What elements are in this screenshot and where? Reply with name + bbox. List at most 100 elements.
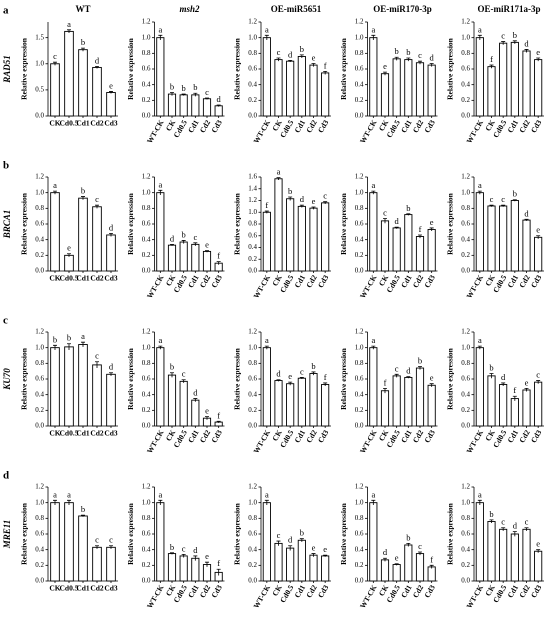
significance-letter: e <box>383 61 387 71</box>
panel-letter: b <box>3 160 9 172</box>
bar <box>262 347 271 427</box>
x-tick-label: CK <box>49 429 60 438</box>
y-tick-label: 0.8 <box>248 514 257 522</box>
error-bar <box>383 218 387 224</box>
error-bar <box>158 34 163 41</box>
significance-letter: e <box>109 80 113 90</box>
y-tick-label: 0.6 <box>142 65 151 73</box>
bar <box>522 389 531 427</box>
error-bar <box>383 71 387 76</box>
bar <box>297 539 306 582</box>
x-tick-label: Cd1 <box>399 428 414 444</box>
y-tick-label: 1.0 <box>248 33 257 41</box>
error-bar <box>109 545 113 549</box>
y-tick-label: 0.0 <box>248 577 257 585</box>
y-tick-label: 1.0 <box>142 33 151 41</box>
error-bar <box>67 343 71 351</box>
y-tick-label: 0.4 <box>248 390 257 398</box>
y-tick-label: 1.2 <box>248 18 257 26</box>
bar <box>309 207 318 272</box>
significance-letter: c <box>395 363 399 373</box>
significance-letter: a <box>158 24 162 34</box>
bar <box>297 56 306 117</box>
error-bar <box>323 70 328 75</box>
chart-title: WT <box>75 4 90 14</box>
bar <box>427 64 436 117</box>
error-bar <box>288 381 293 386</box>
x-tick-label: CK <box>49 584 60 593</box>
significance-letter: c <box>501 31 505 41</box>
error-bar <box>406 376 411 379</box>
y-tick-label: 0.8 <box>461 49 470 57</box>
bar <box>64 30 74 117</box>
significance-letter: f <box>324 372 327 382</box>
y-tick-label: 0.6 <box>461 220 470 228</box>
panel-letter: c <box>3 315 8 327</box>
bar <box>202 98 212 117</box>
significance-letter: c <box>525 517 529 527</box>
error-bar <box>477 345 482 350</box>
x-tick-label: Cd2 <box>411 583 426 599</box>
significance-letter: d <box>513 521 518 531</box>
y-tick-label: 0.4 <box>35 390 44 398</box>
y-tick-label: 1.2 <box>461 18 470 26</box>
x-tick-label: Cd1 <box>506 583 521 599</box>
bar <box>392 564 401 582</box>
y-tick-label: 0.4 <box>142 80 151 88</box>
chart-title: msh2 <box>179 4 200 14</box>
error-bar <box>311 553 316 557</box>
y-tick-label: 0.0 <box>35 112 44 120</box>
bar <box>534 381 543 427</box>
significance-letter: b <box>489 362 493 372</box>
error-bar <box>477 190 482 195</box>
x-tick-label: Cd3 <box>209 428 224 444</box>
bar <box>64 346 74 427</box>
gene-name: BRCA1 <box>2 210 12 240</box>
y-tick-label: 1.2 <box>248 328 257 336</box>
bar <box>510 533 519 582</box>
x-tick-label: WT-CK <box>464 273 485 300</box>
significance-letter: c <box>418 50 422 60</box>
significance-letter: b <box>406 47 410 57</box>
error-bar <box>371 499 376 506</box>
significance-letter: d <box>383 547 388 557</box>
y-tick-label: 1.2 <box>142 18 151 26</box>
error-bar <box>170 372 174 378</box>
significance-letter: a <box>265 335 269 345</box>
significance-letter: a <box>371 180 375 190</box>
y-tick-label: 0.6 <box>248 65 257 73</box>
y-tick-label: 0.6 <box>355 65 364 73</box>
error-bar <box>536 57 541 62</box>
bar <box>92 546 102 582</box>
x-tick-label: WT-CK <box>145 428 166 455</box>
error-bar <box>394 56 399 61</box>
error-bar <box>418 366 422 370</box>
y-tick-label: 0.0 <box>461 577 470 585</box>
error-bar <box>264 345 269 350</box>
error-bar <box>181 93 186 96</box>
bar <box>380 73 390 117</box>
significance-letter: a <box>81 331 85 341</box>
error-bar <box>95 65 99 69</box>
bar <box>64 254 74 272</box>
y-axis-label: Relative expression <box>233 192 242 255</box>
y-tick-label: 0.2 <box>355 406 364 414</box>
x-tick-label: Cd2 <box>198 583 213 599</box>
y-tick-label: 0.2 <box>461 406 470 414</box>
x-tick-label: Cd1 <box>186 428 201 444</box>
y-axis-label: Relative expression <box>20 37 29 100</box>
significance-letter: f <box>419 224 422 234</box>
significance-letter: d <box>193 545 198 555</box>
x-tick-label: Cd3 <box>529 273 544 289</box>
significance-letter: a <box>265 24 269 34</box>
significance-letter: b <box>81 504 85 514</box>
significance-letter: b <box>170 81 174 91</box>
y-tick-label: 0.4 <box>355 545 364 553</box>
bar <box>510 200 519 272</box>
significance-letter: e <box>525 377 529 387</box>
significance-letter: b <box>300 528 304 538</box>
bar <box>274 380 283 427</box>
y-tick-label: 0.6 <box>35 375 44 383</box>
y-tick-label: 0.4 <box>355 80 364 88</box>
bar <box>487 66 496 117</box>
